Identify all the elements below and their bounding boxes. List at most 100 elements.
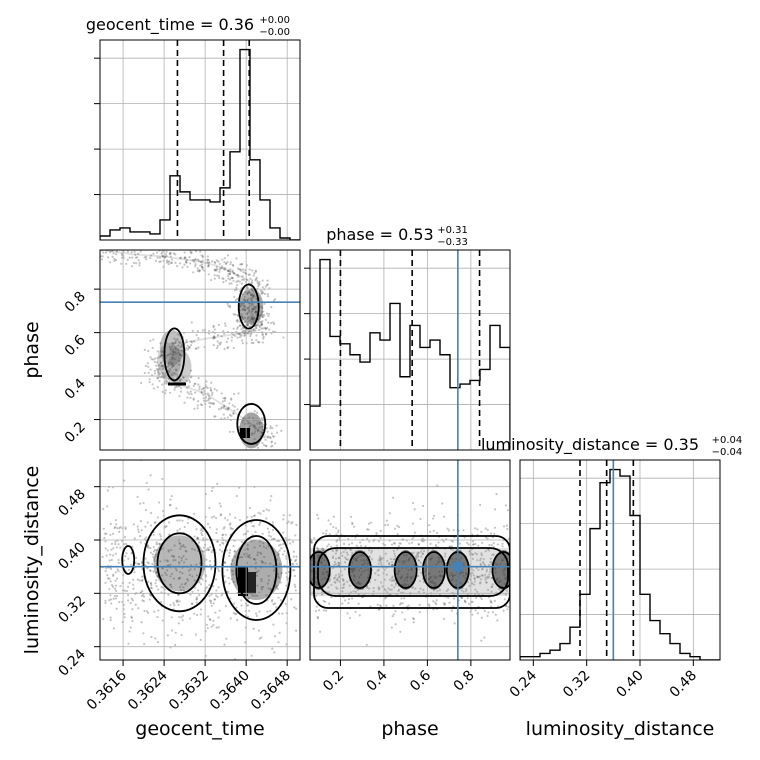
sample-point xyxy=(329,523,332,526)
sample-point xyxy=(506,608,509,611)
sample-point xyxy=(110,583,114,587)
sample-point xyxy=(264,318,267,321)
sample-point xyxy=(95,249,97,251)
sample-point xyxy=(322,548,325,552)
sample-point xyxy=(130,616,133,620)
sample-point xyxy=(264,326,267,329)
sample-point xyxy=(271,647,274,650)
sample-point xyxy=(219,267,222,270)
sample-point xyxy=(278,549,281,552)
sample-point xyxy=(496,543,499,546)
sample-point xyxy=(485,581,488,584)
sample-point xyxy=(165,261,168,264)
sample-point xyxy=(185,558,188,561)
sample-point xyxy=(393,542,396,545)
sample-point xyxy=(213,260,216,264)
sample-point xyxy=(246,547,249,550)
sample-point xyxy=(248,426,251,429)
sample-point xyxy=(260,431,264,434)
sample-point xyxy=(236,619,239,622)
sample-point xyxy=(235,612,238,615)
sample-point xyxy=(332,526,335,529)
sample-point xyxy=(496,619,499,622)
sample-point xyxy=(199,576,203,580)
sample-point xyxy=(277,641,280,644)
sample-point xyxy=(250,298,253,301)
sample-point xyxy=(411,537,414,540)
density-blob xyxy=(157,342,182,379)
sample-point xyxy=(255,276,258,280)
sample-point xyxy=(233,295,236,298)
sample-point xyxy=(150,358,153,361)
sample-point xyxy=(171,344,174,347)
sample-point xyxy=(368,555,372,558)
sample-point xyxy=(131,608,134,611)
sample-point xyxy=(169,575,172,578)
sample-point xyxy=(273,651,276,654)
sample-point xyxy=(113,594,116,598)
sample-point xyxy=(452,597,456,600)
sample-point xyxy=(397,589,400,592)
sample-point xyxy=(417,551,420,554)
sample-point xyxy=(202,387,205,390)
sample-point xyxy=(208,261,211,264)
sample-point xyxy=(316,513,319,516)
sample-point xyxy=(210,604,213,607)
sample-point xyxy=(193,612,196,615)
sample-point xyxy=(207,273,210,276)
sample-point xyxy=(257,341,260,344)
sample-point xyxy=(174,368,178,371)
sample-point xyxy=(271,435,274,438)
sample-point xyxy=(184,261,188,264)
sample-point xyxy=(489,560,492,564)
sample-point xyxy=(379,604,382,607)
sample-point xyxy=(183,525,186,529)
sample-point xyxy=(130,552,133,555)
sample-point xyxy=(249,293,253,296)
sample-point xyxy=(201,578,204,581)
sample-point xyxy=(258,523,261,526)
sample-point xyxy=(255,574,258,577)
sample-point xyxy=(252,315,255,318)
sample-point xyxy=(226,568,229,572)
sample-point xyxy=(139,502,142,505)
sample-point xyxy=(249,424,252,427)
sample-point xyxy=(219,513,223,516)
sample-point xyxy=(185,440,187,442)
sample-point xyxy=(463,600,466,603)
sample-point xyxy=(444,552,447,555)
sample-point xyxy=(154,637,157,640)
sample-point xyxy=(368,587,371,590)
sample-point xyxy=(242,271,245,274)
sample-point xyxy=(257,569,260,572)
sample-point xyxy=(189,396,192,399)
sample-point xyxy=(218,609,221,612)
sample-point xyxy=(412,618,416,621)
sample-point xyxy=(213,598,216,601)
histogram-geocent_time xyxy=(100,48,300,240)
sample-point xyxy=(249,318,252,322)
sample-point xyxy=(220,594,223,597)
sample-point xyxy=(415,554,418,558)
sample-point xyxy=(139,241,141,243)
sample-point xyxy=(369,521,373,524)
sample-point xyxy=(186,348,189,351)
sample-point xyxy=(485,581,488,584)
sample-point xyxy=(196,267,199,270)
sample-point xyxy=(248,325,251,328)
sample-point xyxy=(250,330,253,333)
sample-point xyxy=(202,393,205,396)
sample-point xyxy=(219,343,222,346)
sample-point xyxy=(295,523,298,527)
sample-point xyxy=(104,251,108,254)
sample-point xyxy=(238,336,242,339)
sample-point xyxy=(182,561,186,564)
sample-point xyxy=(247,332,250,335)
sample-point xyxy=(141,578,144,582)
sample-point xyxy=(157,371,160,374)
sample-point xyxy=(294,558,298,561)
sample-point xyxy=(189,262,192,265)
sample-point xyxy=(348,584,351,587)
sample-point xyxy=(226,254,230,257)
sample-point xyxy=(217,274,221,277)
